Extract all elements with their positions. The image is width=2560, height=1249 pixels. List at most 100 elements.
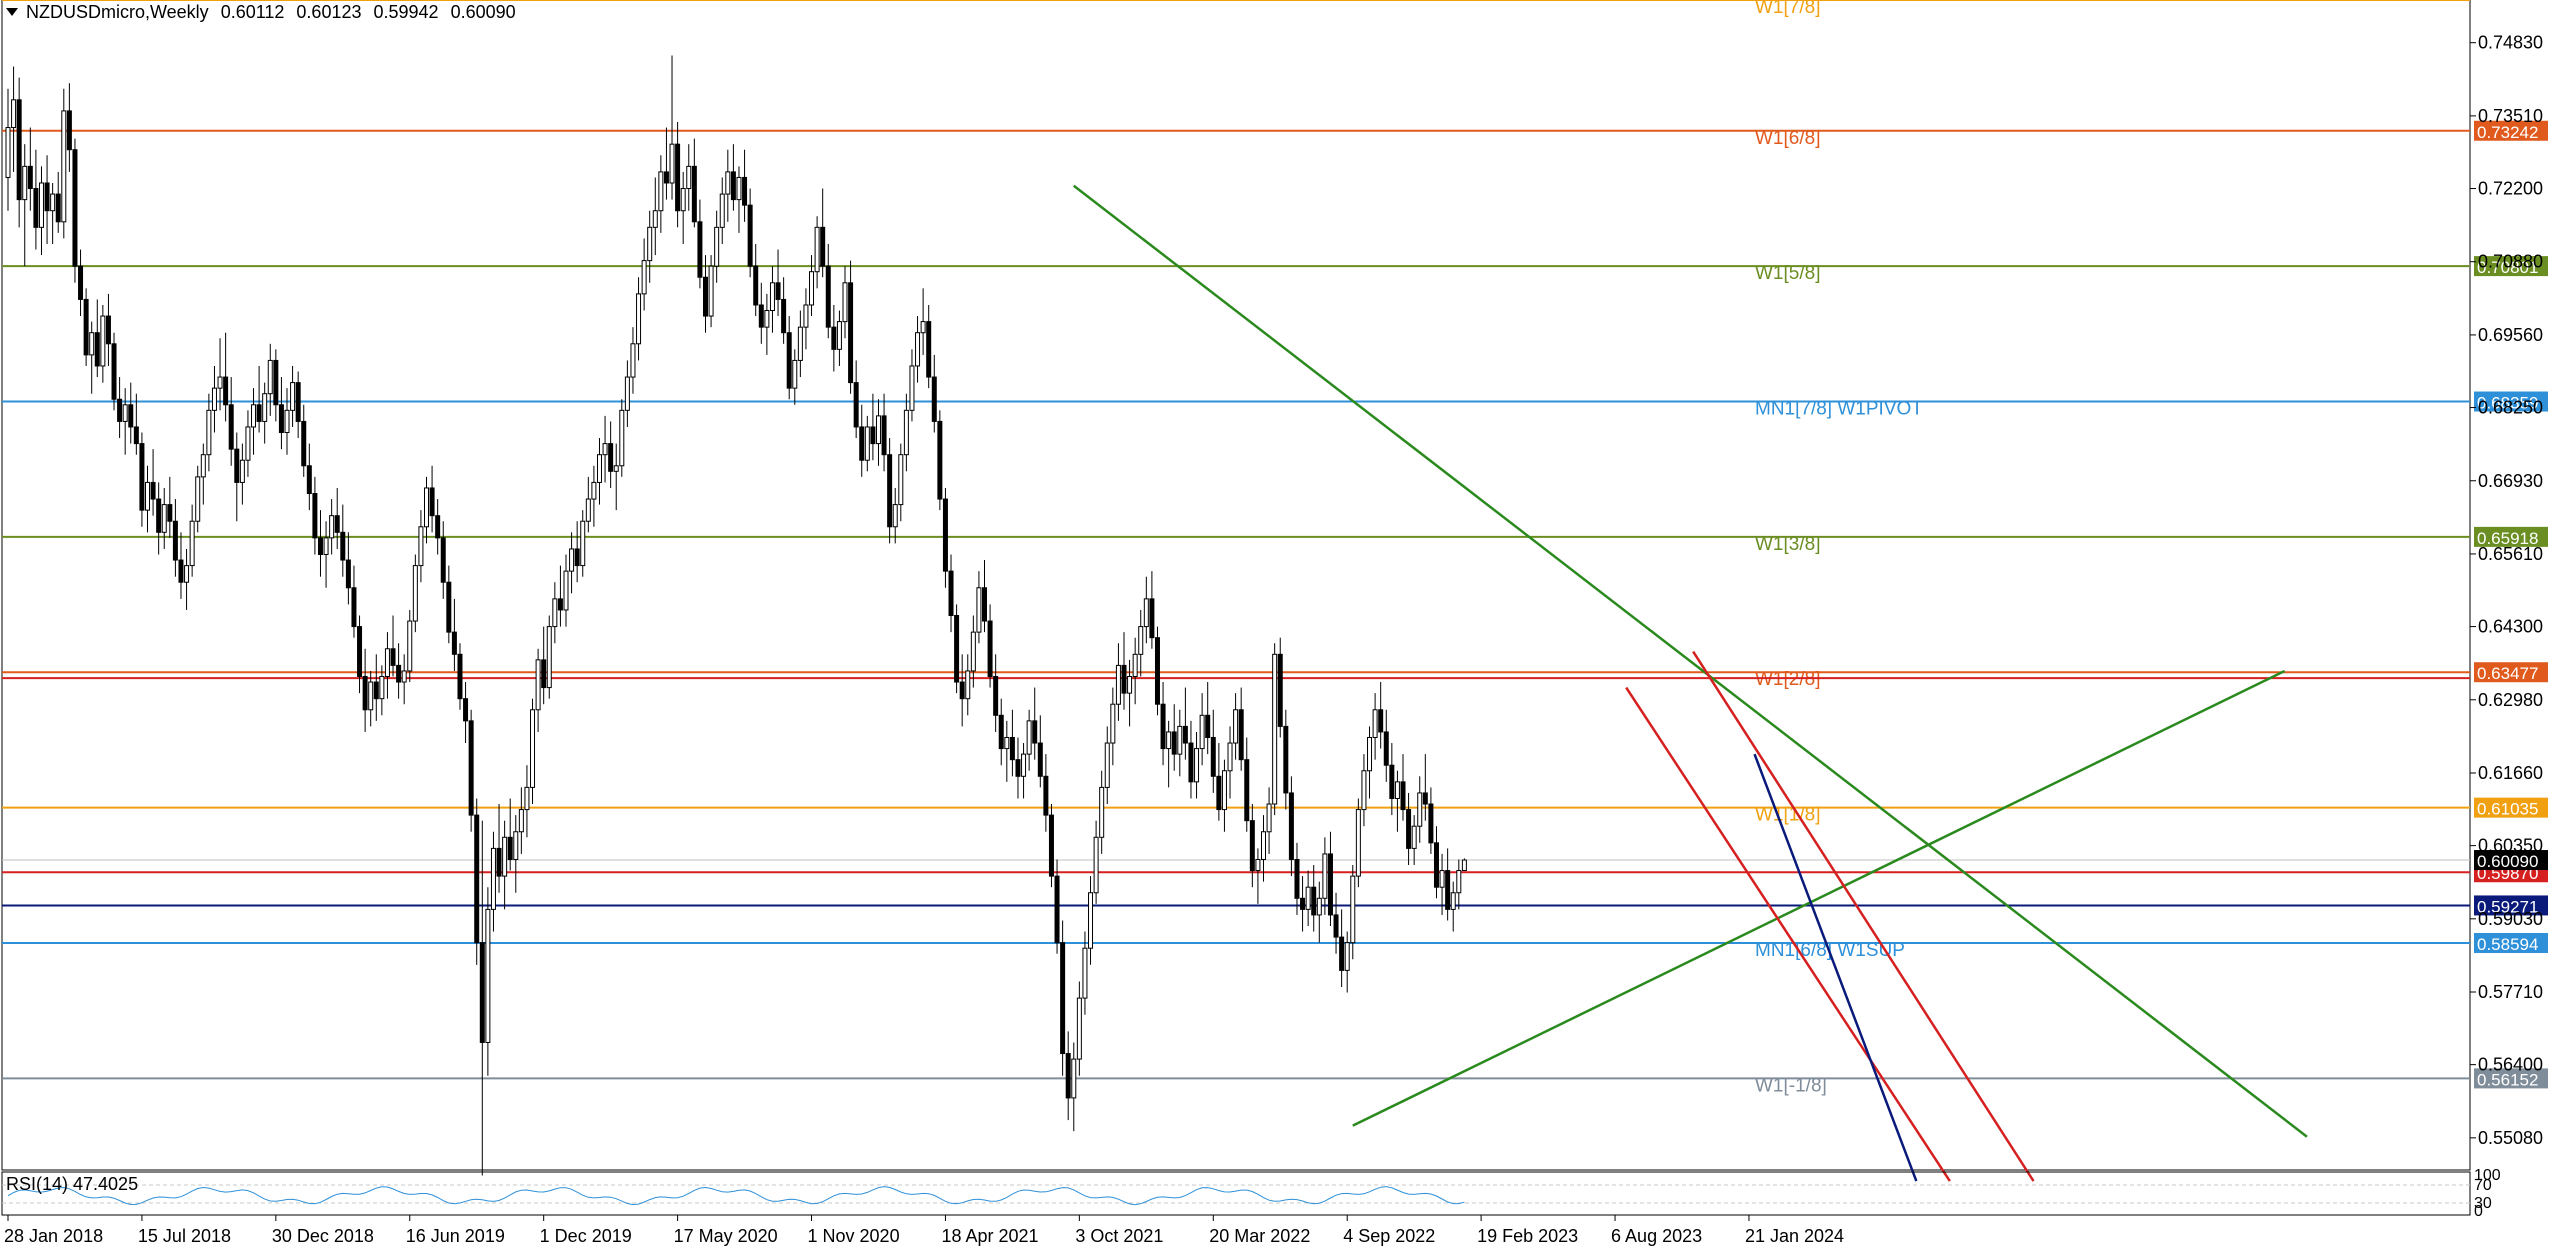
candle-body [384, 648, 390, 677]
high-value: 0.60123 [296, 1, 362, 22]
candle-body [1272, 653, 1278, 805]
candle-body [256, 404, 262, 422]
x-tick-label: 1 Dec 2019 [540, 1226, 632, 1246]
candle-body [211, 387, 217, 411]
candle-body [27, 165, 33, 190]
candle-body [200, 454, 206, 478]
trendline-3[interactable] [1692, 650, 2035, 1182]
price-tag-3 [2474, 391, 2548, 412]
candle-body [490, 847, 496, 910]
price-tag-text-2: 0.70801 [2477, 258, 2538, 277]
x-tick-label: 28 Jan 2018 [4, 1226, 103, 1246]
candle-body [390, 648, 396, 666]
candle-body [312, 493, 318, 539]
candle-body [122, 404, 128, 422]
candle-body [373, 681, 379, 700]
candle-body [624, 376, 630, 411]
candle-body [1060, 942, 1066, 1055]
price-tag-1 [2474, 120, 2548, 141]
candle-body [1238, 709, 1244, 761]
candle-body [736, 176, 742, 201]
trendline-4[interactable] [1753, 753, 1918, 1182]
candle-body [44, 182, 50, 212]
candle-body [608, 443, 614, 472]
y-tick-label: 0.57710 [2478, 982, 2543, 1002]
candle-body [680, 188, 686, 212]
candle-body [1244, 759, 1250, 822]
candle-body [535, 659, 541, 711]
candle-body [1216, 775, 1222, 811]
price-tag-10 [2474, 932, 2548, 953]
candle-body [1021, 753, 1027, 777]
candle-body [1182, 725, 1188, 744]
candle-body [1071, 1058, 1077, 1099]
candle-body [1032, 720, 1038, 744]
candle-body [569, 548, 575, 572]
symbol-label: NZDUSDmicro,Weekly [26, 1, 209, 22]
candle-body [290, 382, 296, 411]
x-tick-label: 21 Jan 2024 [1745, 1226, 1844, 1246]
price-tag-text-4: 0.65918 [2477, 529, 2538, 548]
candle-body [440, 537, 446, 583]
candle-body [926, 321, 932, 378]
candle-body [228, 404, 234, 450]
candle-body [457, 653, 463, 700]
candle-body [1043, 775, 1049, 816]
candle-body [368, 681, 374, 711]
candle-body [1372, 709, 1378, 738]
level-label-0: W1[7/8] [1755, 0, 1820, 18]
candle-body [898, 454, 904, 506]
y-tick-label: 0.68250 [2478, 398, 2543, 418]
candle-body [797, 326, 803, 361]
candle-body [675, 143, 681, 212]
candle-body [351, 587, 357, 628]
price-tag-text-10: 0.58594 [2477, 935, 2538, 954]
candle-body [591, 481, 597, 500]
candle-body [502, 836, 508, 877]
candle-body [725, 171, 731, 195]
candle-body [345, 559, 351, 589]
candle-body [1048, 814, 1054, 877]
candle-body [424, 487, 429, 528]
candle-body [809, 271, 815, 306]
candle-body [1305, 886, 1311, 910]
y-tick-label: 0.59030 [2478, 909, 2543, 929]
y-tick-label: 0.66930 [2478, 471, 2543, 491]
candle-body [429, 487, 435, 517]
candle-body [66, 110, 72, 151]
open-value: 0.60112 [220, 1, 285, 22]
candle-body [892, 504, 898, 528]
candle-body [1383, 731, 1389, 766]
candle-body [853, 382, 859, 428]
candle-body [111, 343, 117, 400]
candle-body [1255, 858, 1261, 872]
candle-body [1461, 859, 1467, 872]
candle-body [758, 304, 764, 328]
candle-body [117, 398, 123, 422]
trendline-2[interactable] [1625, 686, 1951, 1182]
candle-body [145, 481, 150, 511]
candle-body [61, 110, 67, 223]
candle-body [1417, 792, 1423, 827]
candle-body [1233, 709, 1239, 744]
collapse-triangle-icon[interactable] [6, 8, 18, 16]
candle-body [848, 282, 854, 384]
candle-body [89, 332, 95, 356]
x-tick-label: 6 Aug 2023 [1611, 1226, 1702, 1246]
candle-body [412, 565, 418, 622]
candle-body [317, 537, 323, 556]
trendline-0[interactable] [1073, 184, 2308, 1138]
candle-body [306, 465, 312, 495]
candle-body [284, 409, 290, 434]
candle-body [33, 188, 39, 228]
candle-body [172, 520, 178, 561]
chart-header: NZDUSDmicro,Weekly 0.60112 0.60123 0.599… [6, 0, 528, 24]
candle-body [697, 221, 703, 278]
y-tick-label: 0.70880 [2478, 252, 2543, 272]
trendline-1[interactable] [1352, 669, 2286, 1127]
candle-body [1009, 736, 1015, 761]
candle-body [496, 847, 502, 877]
candle-body [875, 415, 881, 445]
